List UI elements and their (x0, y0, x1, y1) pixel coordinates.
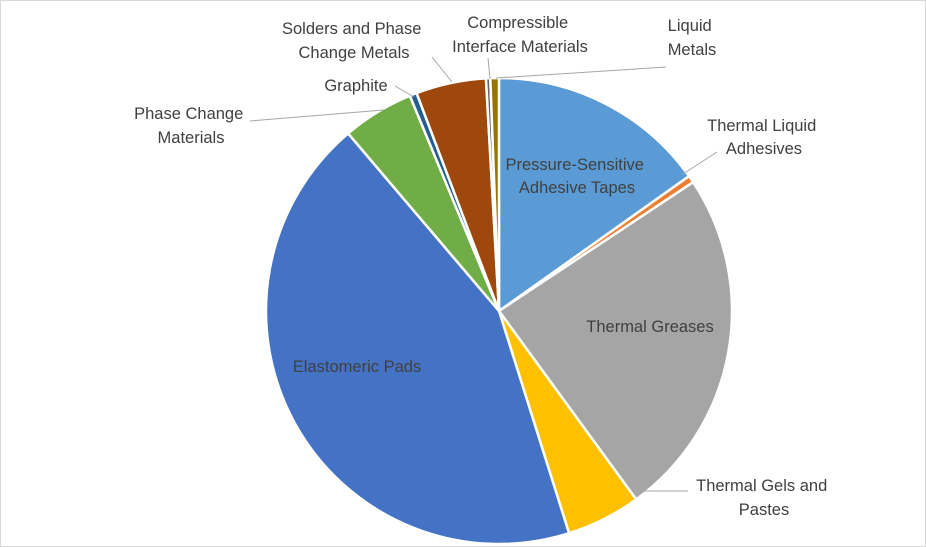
leader-line-phase-change-materials (249, 109, 385, 122)
slice-label-elastomeric-pads: Elastomeric Pads (293, 358, 421, 376)
leader-line-thermal-liquid-adhesives (682, 151, 718, 175)
slice-label-thermal-gels-and-pastes: Thermal Gels and Pastes (696, 477, 832, 519)
slice-label-graphite: Graphite (324, 77, 387, 95)
pie-slice-elastomeric-pads (264, 131, 571, 546)
slice-label-compressible-interface-materials: Compressible Interface Materials (452, 14, 588, 56)
leader-line-graphite (394, 85, 415, 98)
pie-slices (264, 76, 734, 546)
leader-lines (249, 56, 718, 492)
slice-label-pressure-sensitive-adhesive-tapes: Pressure-Sensitive Adhesive Tapes (505, 156, 648, 197)
slice-label-liquid-metals: Liquid Metals (668, 17, 717, 59)
leader-line-solders (431, 56, 453, 83)
slice-label-thermal-liquid-adhesives: Thermal Liquid Adhesives (707, 117, 821, 158)
leader-line-liquid-metals (495, 66, 667, 79)
slice-label-solders-and-phase-change-metals: Solders and Phase Change Metals (282, 20, 426, 62)
pie-slice-pressure-sensitive-adhesive-tapes (497, 76, 691, 314)
leader-line-compressible (487, 57, 491, 80)
slice-label-phase-change-materials: Phase Change Materials (134, 105, 248, 147)
slice-label-thermal-greases: Thermal Greases (586, 318, 713, 336)
pie-slice-thermal-greases (497, 180, 734, 502)
